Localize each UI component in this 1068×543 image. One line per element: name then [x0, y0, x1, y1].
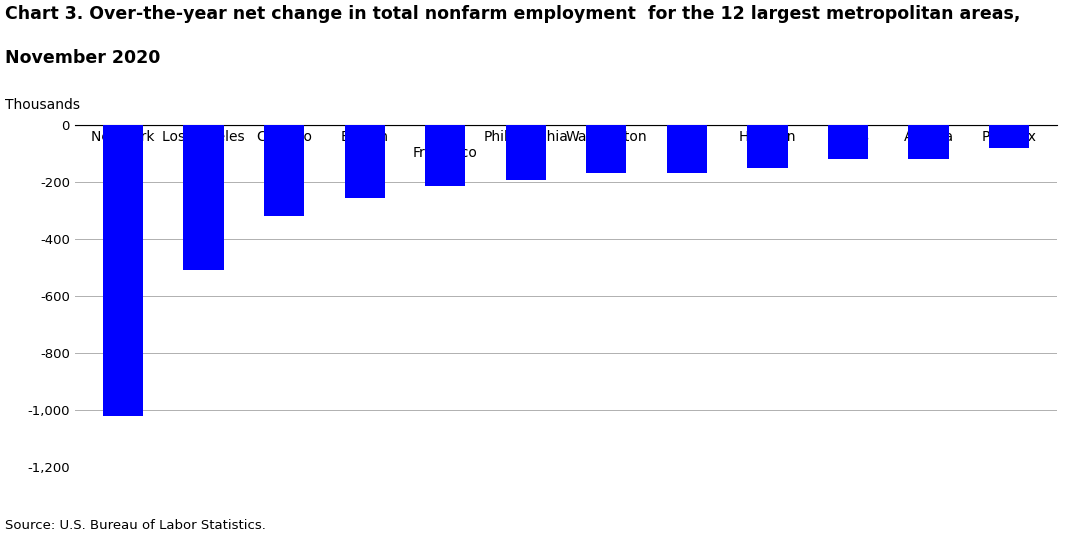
Bar — [828, 125, 868, 160]
Bar — [345, 125, 384, 198]
Bar — [264, 125, 304, 216]
Text: Chart 3. Over-the-year net change in total nonfarm employment  for the 12 larges: Chart 3. Over-the-year net change in tot… — [5, 5, 1021, 23]
Text: November 2020: November 2020 — [5, 49, 160, 67]
Bar — [989, 125, 1030, 148]
Bar — [103, 125, 143, 416]
Bar — [586, 125, 627, 173]
Bar — [666, 125, 707, 173]
Bar — [748, 125, 787, 168]
Text: Thousands: Thousands — [5, 98, 80, 112]
Text: Source: U.S. Bureau of Labor Statistics.: Source: U.S. Bureau of Labor Statistics. — [5, 519, 266, 532]
Bar — [908, 125, 948, 159]
Bar — [425, 125, 466, 186]
Bar — [184, 125, 224, 270]
Bar — [505, 125, 546, 180]
